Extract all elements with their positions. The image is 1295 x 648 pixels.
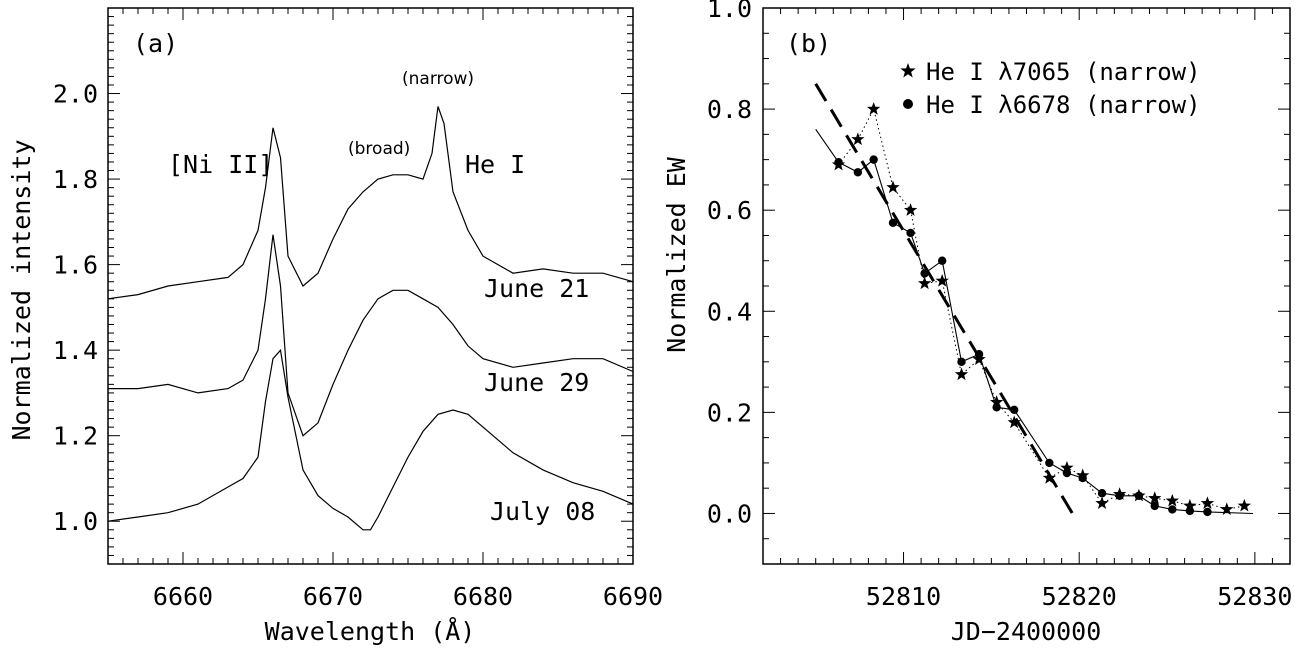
y-tick-label: 0.2 <box>707 398 752 427</box>
star-point <box>1132 488 1146 502</box>
panel-b-y-axis-title: Normalized EW <box>662 156 691 353</box>
circle-point <box>906 228 915 238</box>
legend-entry-he-i-7065: He I λ7065 (narrow) <box>926 58 1201 86</box>
y-tick-label: 1.8 <box>53 165 98 194</box>
x-tick-label: 52810 <box>866 582 941 611</box>
star-point <box>935 273 949 287</box>
x-tick-label: 6660 <box>153 582 213 611</box>
star-point <box>851 132 865 146</box>
y-tick-label: 1.0 <box>53 507 98 536</box>
y-tick-label: 0.6 <box>707 196 752 225</box>
x-tick-label: 52820 <box>1042 582 1117 611</box>
y-tick-label: 1.2 <box>53 422 98 451</box>
legend-circle-icon <box>903 99 913 109</box>
dotted-curve <box>838 107 1245 510</box>
panel-b-label: (b) <box>786 29 831 58</box>
y-tick-label: 0.8 <box>707 95 752 124</box>
label-june-29: June 29 <box>484 368 589 397</box>
x-tick-label: 6680 <box>453 582 513 611</box>
y-tick-label: 1.6 <box>53 251 98 280</box>
star-point <box>1007 415 1021 429</box>
star-point <box>886 180 900 194</box>
circle-point <box>957 357 966 367</box>
star-point <box>1237 498 1251 512</box>
star-point <box>1095 496 1109 510</box>
panel-b: 52810 52820 52830 0.0 0.2 0.4 0.6 0.8 1.0 (b) J… <box>662 0 1292 646</box>
panel-a-y-axis-title: Normalized intensity <box>7 139 36 440</box>
series-line <box>108 234 634 437</box>
x-tick-label: 6690 <box>603 582 663 611</box>
circle-point <box>937 256 947 265</box>
annotation-narrow: (narrow) <box>402 69 474 89</box>
label-june-21: June 21 <box>484 274 589 303</box>
panel-b-plot <box>814 83 1254 517</box>
star-point <box>831 157 846 171</box>
star-point <box>972 352 986 365</box>
circle-point <box>1010 405 1019 415</box>
y-tick-label: 0.0 <box>707 499 752 528</box>
circle-point <box>1097 489 1107 498</box>
star-point <box>917 276 932 290</box>
dashed-fit-line <box>814 83 1076 517</box>
annotation-broad: (broad) <box>348 139 410 159</box>
panel-b-x-axis-title: JD−2400000 <box>951 617 1102 646</box>
legend: He I λ7065 (narrow) He I λ6678 (narrow) <box>900 58 1201 119</box>
y-tick-label: 0.4 <box>707 297 752 326</box>
star-point <box>1200 496 1215 510</box>
panel-a-frame <box>107 7 634 565</box>
panel-a-x-tick-labels: 6660 6670 6680 6690 <box>153 582 663 611</box>
panel-a-x-axis-title: Wavelength (Å) <box>265 617 476 646</box>
panel-b-y-tick-labels: 0.0 0.2 0.4 0.6 0.8 1.0 <box>707 0 752 528</box>
star-point <box>1060 460 1074 474</box>
panel-b-ticks <box>762 7 1291 565</box>
circle-point <box>1150 501 1159 511</box>
panel-a-y-tick-labels: 1.0 1.2 1.4 1.6 1.8 2.0 <box>53 80 98 537</box>
panel-a-spectra <box>107 106 634 531</box>
series-line <box>107 348 634 531</box>
circle-point <box>1045 458 1054 468</box>
y-tick-label: 1.4 <box>53 336 98 365</box>
y-tick-label: 1.0 <box>707 0 752 23</box>
x-tick-label: 52830 <box>1217 582 1292 611</box>
star-point <box>1076 468 1090 482</box>
star-point <box>1112 487 1127 500</box>
panel-a-label: (a) <box>133 29 178 58</box>
star-point <box>1220 502 1234 516</box>
panel-b-x-tick-labels: 52810 52820 52830 <box>866 582 1293 611</box>
x-tick-label: 6670 <box>303 582 363 611</box>
star-point <box>903 203 918 216</box>
legend-entry-he-i-6678: He I λ6678 (narrow) <box>926 91 1201 119</box>
star-point <box>954 367 969 381</box>
y-tick-label: 2.0 <box>53 80 98 109</box>
star-point <box>989 395 1004 408</box>
circle-point <box>869 155 878 164</box>
annotation-ni-ii: [Ni II] <box>168 150 273 179</box>
circle-point <box>888 218 898 228</box>
circle-point <box>853 168 863 177</box>
star-point <box>1183 498 1197 512</box>
circle-point <box>920 269 929 278</box>
solid-curve <box>815 128 1254 515</box>
series-line <box>107 106 634 300</box>
star-point <box>867 102 881 115</box>
circle-point <box>1203 507 1212 517</box>
panel-a: 6660 6670 6680 6690 1.01.21.41.61.82.0 (a) … <box>7 7 663 646</box>
circle-point <box>1168 505 1177 514</box>
label-july-08: July 08 <box>490 497 595 526</box>
star-point <box>1165 493 1179 507</box>
panel-a-ticks <box>107 7 634 565</box>
legend-star-icon <box>900 63 916 78</box>
annotation-he-i: He I <box>465 150 525 179</box>
star-point <box>1042 471 1056 484</box>
star-point <box>1148 491 1162 504</box>
